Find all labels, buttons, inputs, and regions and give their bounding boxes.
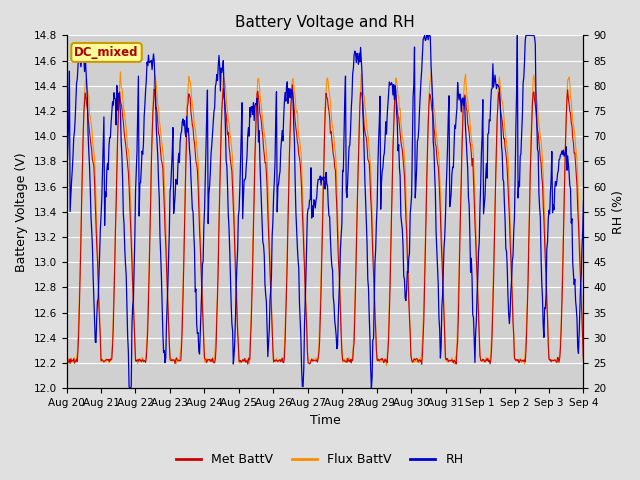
Y-axis label: Battery Voltage (V): Battery Voltage (V): [15, 152, 28, 272]
Title: Battery Voltage and RH: Battery Voltage and RH: [235, 15, 415, 30]
Text: DC_mixed: DC_mixed: [74, 46, 139, 59]
Y-axis label: RH (%): RH (%): [612, 190, 625, 234]
X-axis label: Time: Time: [310, 414, 340, 427]
Legend: Met BattV, Flux BattV, RH: Met BattV, Flux BattV, RH: [172, 448, 468, 471]
